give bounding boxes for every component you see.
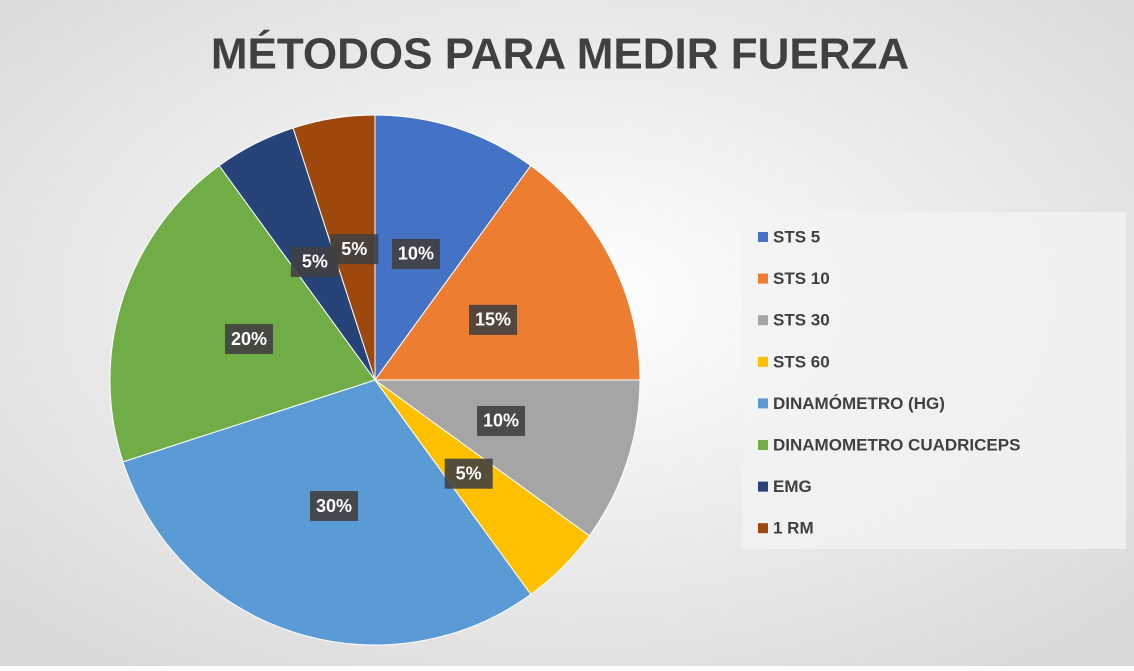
legend-swatch [758, 232, 768, 242]
legend-swatch [758, 315, 768, 326]
data-label-box [391, 238, 440, 269]
legend-label: 1 RM [773, 519, 814, 538]
data-label: 10% [483, 411, 519, 431]
legend-label: STS 10 [773, 269, 830, 288]
data-label: 5% [456, 463, 482, 483]
pie-slice [374, 164, 641, 381]
data-label: 5% [302, 252, 328, 272]
data-label-box [310, 491, 359, 522]
data-label: 5% [341, 239, 367, 259]
legend-label: STS 30 [773, 311, 830, 330]
legend-label: STS 60 [773, 352, 830, 371]
legend-label: EMG [773, 477, 812, 496]
data-label-box [477, 405, 526, 436]
chart-title: MÉTODOS PARA MEDIR FUERZA [211, 29, 909, 79]
legend-swatch [758, 481, 768, 492]
pie-slice [109, 164, 376, 463]
legend-swatch [758, 398, 768, 409]
data-label-box [330, 234, 379, 265]
pie-slice [373, 379, 641, 537]
data-label: 30% [316, 496, 352, 516]
legend-swatch [758, 440, 768, 450]
legend-label: DINAMÓMETRO (HG) [773, 394, 945, 413]
legend-swatch [758, 356, 768, 367]
legend-swatch [758, 273, 768, 284]
data-label: 20% [231, 329, 267, 349]
data-label-box [469, 304, 518, 335]
data-label: 15% [475, 310, 511, 330]
data-label: 10% [398, 244, 434, 264]
data-label-box [444, 458, 493, 489]
legend-label: STS 5 [773, 227, 820, 246]
pie-slice [374, 114, 532, 382]
legend-box [742, 212, 1126, 549]
legend-label: DINAMOMETRO CUADRICEPS [773, 435, 1020, 454]
legend-swatch [758, 523, 768, 534]
data-label-box [224, 324, 273, 355]
